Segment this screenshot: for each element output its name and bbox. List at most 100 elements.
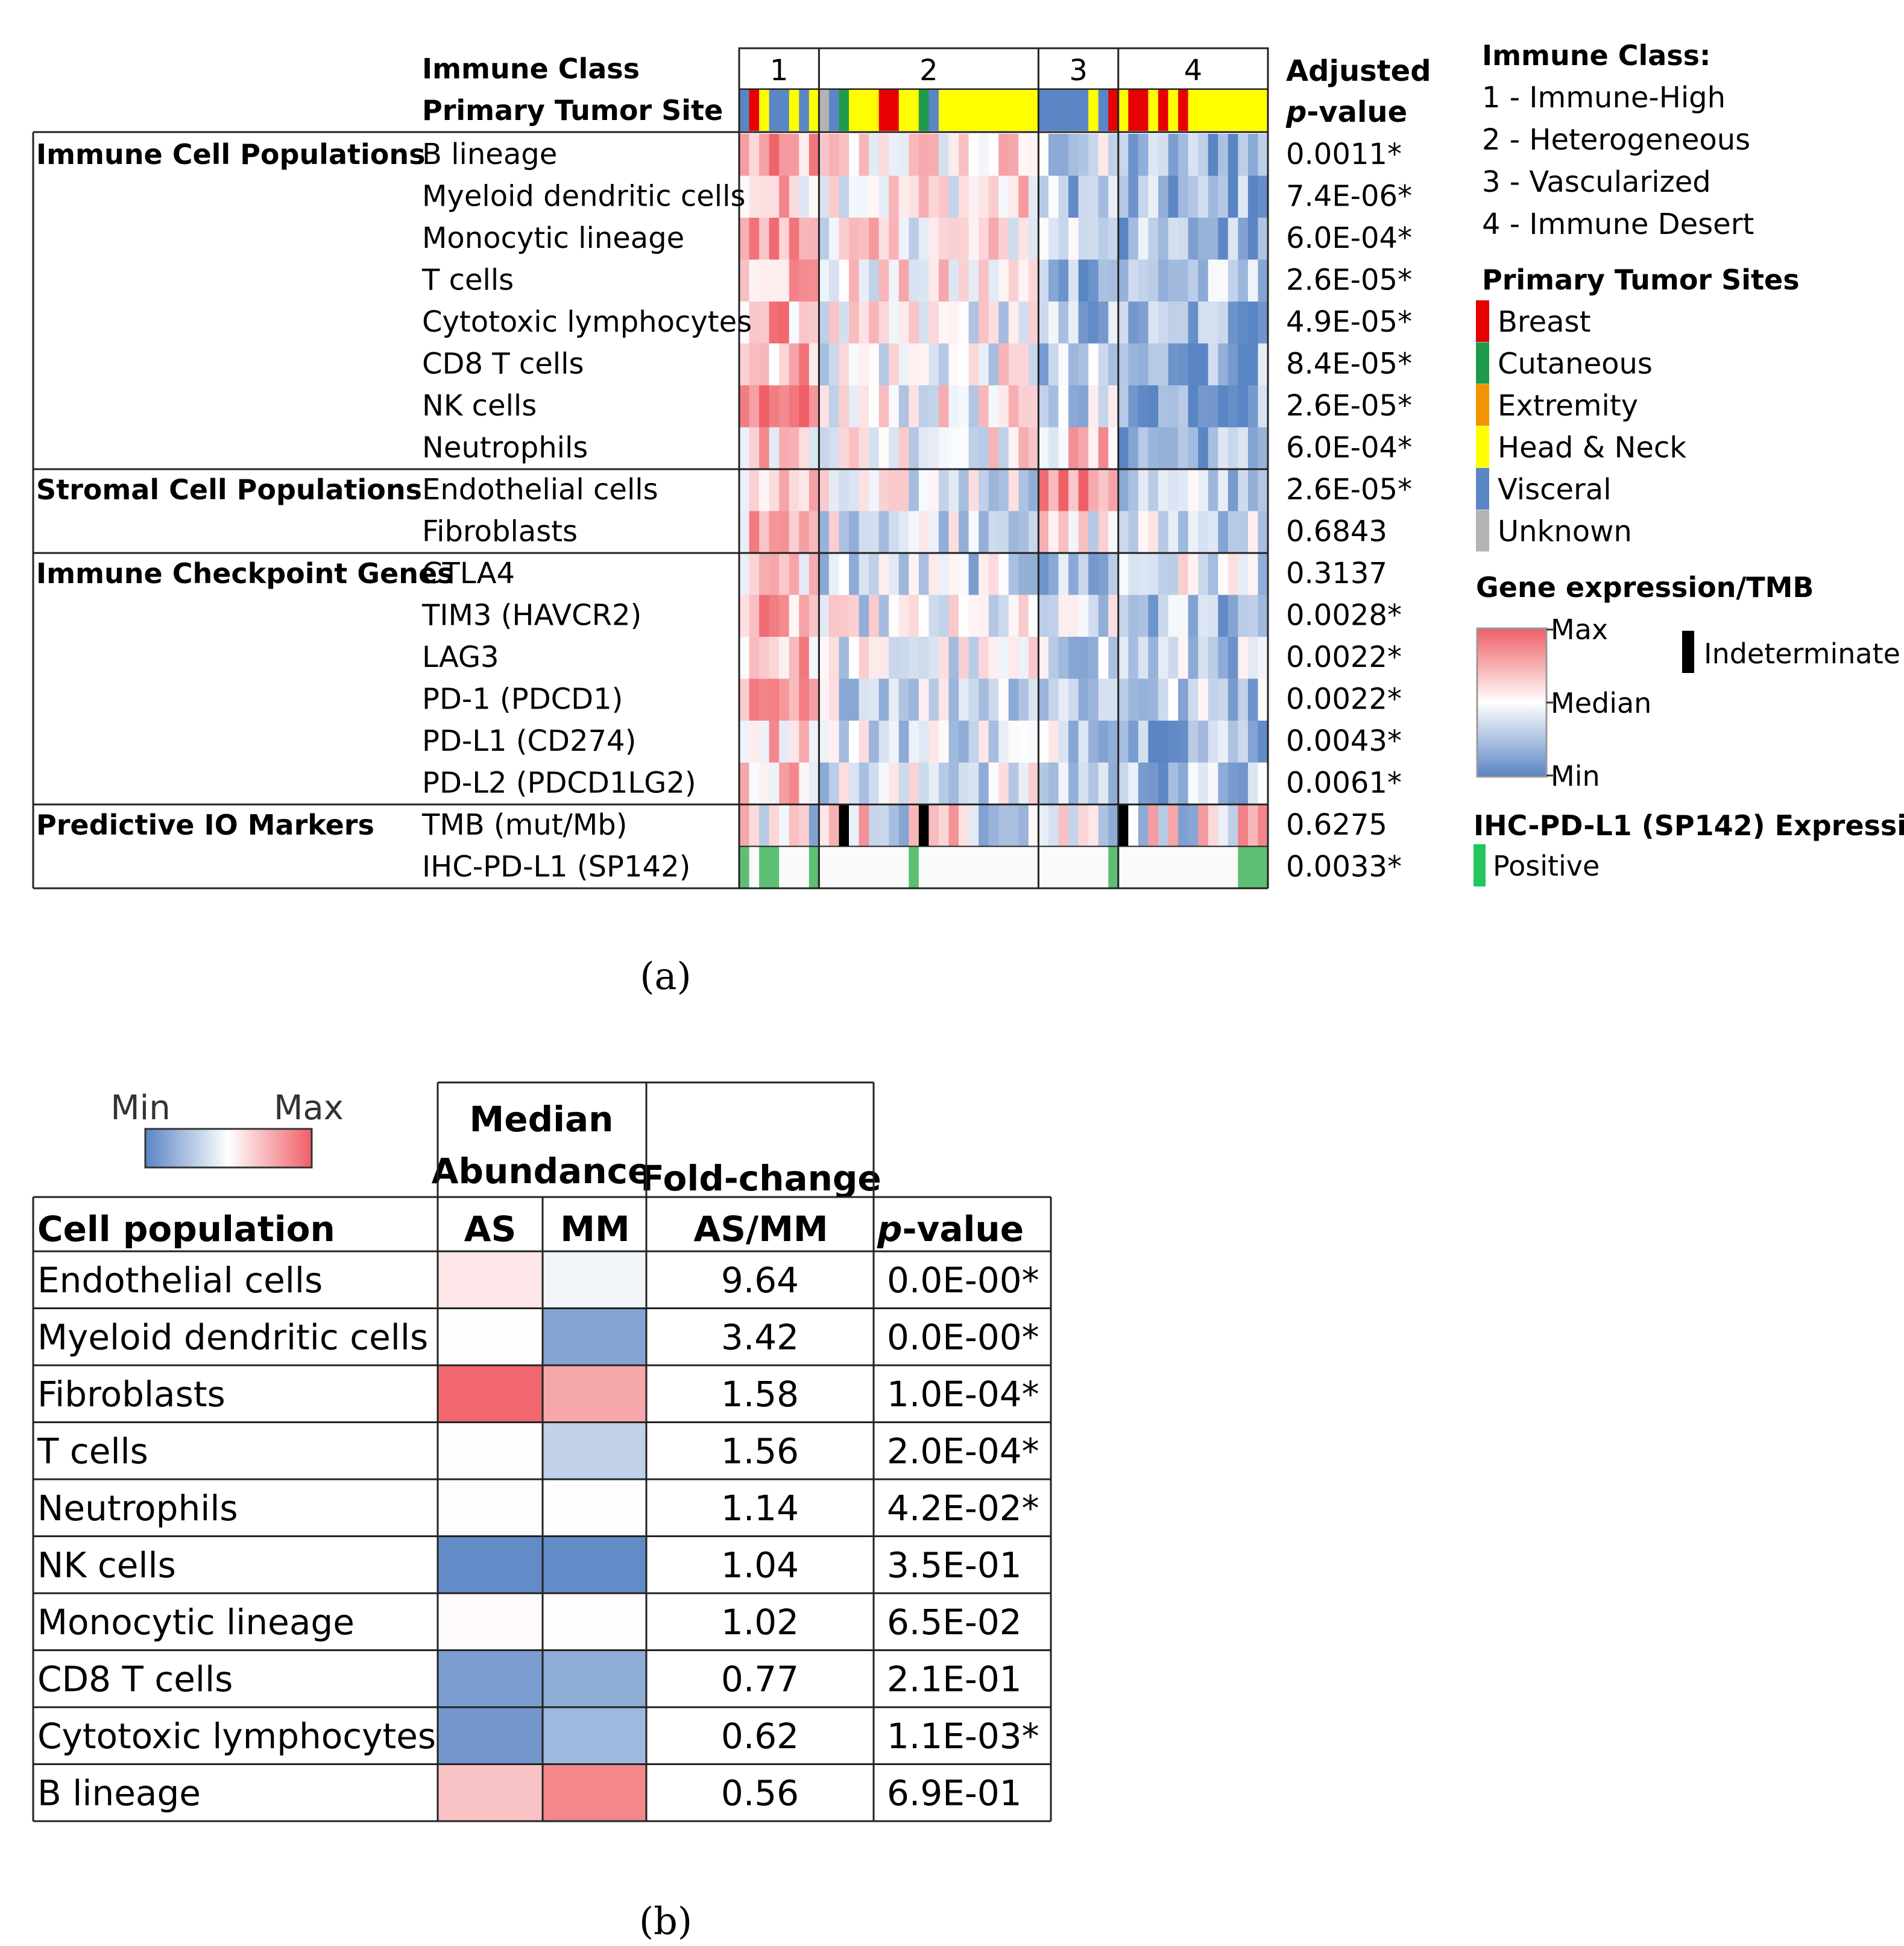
- tmb-cell: [1128, 804, 1139, 847]
- ihc-cell: [948, 846, 959, 889]
- heatmap-cell: [1128, 134, 1139, 177]
- heatmap-cell: [749, 595, 760, 637]
- tmb-cell: [779, 804, 790, 847]
- site-cell: [968, 89, 979, 131]
- heatmap-cell: [1088, 302, 1099, 344]
- heatmap-cell: [839, 678, 850, 721]
- heatmap-cell: [1168, 385, 1179, 428]
- heatmap-cell: [1198, 175, 1209, 218]
- heatmap-cell: [898, 678, 909, 721]
- heatmap-cell: [1068, 175, 1079, 218]
- heatmap-cell: [819, 511, 830, 554]
- heatmap-cell: [1028, 637, 1039, 680]
- heatmap-cell: [988, 259, 999, 302]
- legend-site-items: Breast Cutaneous Extremity Head & Neck Visce…: [1476, 300, 1686, 552]
- heatmap-cell: [1148, 678, 1159, 721]
- heatmap-cell: [779, 218, 790, 261]
- heatmap-cell: [1048, 134, 1059, 177]
- site-cell: [1088, 89, 1099, 131]
- heatmap-cell: [849, 175, 860, 218]
- heatmap-cell: [1178, 511, 1189, 554]
- legend-site-swatch: [1476, 426, 1489, 468]
- heatmap-cell: [948, 721, 959, 763]
- heatmap-cell: [938, 595, 950, 637]
- tmb-cell: [1198, 804, 1209, 847]
- heatmap-cell: [1078, 553, 1089, 596]
- as-abundance-cell: [438, 1593, 543, 1651]
- heatmap-cell: [1108, 595, 1119, 637]
- row-pvalue: 4.9E-05*: [1286, 305, 1412, 339]
- row-pvalue: 2.6E-05*: [1286, 264, 1412, 297]
- row-label: T cells: [421, 264, 514, 297]
- heatmap-cell: [889, 721, 900, 763]
- heatmap-cell: [988, 678, 999, 721]
- heatmap-cell: [1148, 469, 1159, 512]
- heatmap-cell: [769, 134, 780, 177]
- heatmap-cell: [1138, 678, 1149, 721]
- tmb-cell: [739, 804, 750, 847]
- heatmap-cell: [1148, 343, 1159, 386]
- heatmap-cell: [739, 637, 750, 680]
- heatmap-cell: [1088, 343, 1099, 386]
- heatmap-cell: [819, 678, 830, 721]
- tumor-site-strip: [739, 89, 1269, 131]
- heatmap-cell: [789, 678, 799, 721]
- heatmap-cell: [759, 595, 770, 637]
- heatmap-cell: [1138, 511, 1149, 554]
- heatmap-cell: [1028, 762, 1039, 805]
- heatmap-cell: [749, 511, 760, 554]
- heatmap-cell: [1228, 385, 1238, 428]
- site-cell: [1058, 89, 1069, 131]
- heatmap-cell: [1038, 762, 1049, 805]
- heatmap-cell: [959, 678, 969, 721]
- heatmap-cell: [799, 678, 810, 721]
- as-abundance-cell: [438, 1650, 543, 1707]
- heatmap-cell: [789, 302, 799, 344]
- heatmap-cell: [859, 511, 869, 554]
- heatmap-cell: [859, 427, 869, 470]
- ihc-cell: [799, 846, 810, 889]
- heatmap-cell: [1208, 678, 1218, 721]
- heatmap-cell: [1068, 469, 1079, 512]
- heatmap-cell: [1018, 218, 1029, 261]
- heatmap-cell: [988, 385, 999, 428]
- mm-abundance-cell: [543, 1365, 646, 1423]
- heatmap-cell: [878, 637, 889, 680]
- scale-max-label: Max: [274, 1088, 344, 1128]
- p-value: 6.5E-02: [887, 1602, 1022, 1643]
- heatmap-cell: [1118, 259, 1129, 302]
- header-fold-line1: Fold-change: [640, 1158, 881, 1199]
- heatmap-cell: [809, 302, 819, 344]
- heatmap-cell: [878, 385, 889, 428]
- row-label: TIM3 (HAVCR2): [421, 599, 641, 633]
- heatmap-cell: [1108, 553, 1119, 596]
- heatmap-cell: [1078, 385, 1089, 428]
- heatmap-cell: [948, 678, 959, 721]
- heatmap-cell: [959, 553, 969, 596]
- heatmap-cell: [938, 427, 950, 470]
- heatmap-cell: [1088, 385, 1099, 428]
- heatmap-cell: [1008, 427, 1019, 470]
- heatmap-cell: [859, 343, 869, 386]
- heatmap-cell: [1058, 511, 1069, 554]
- heatmap-cell: [959, 385, 969, 428]
- heatmap-cell: [1048, 595, 1059, 637]
- heatmap-cell: [799, 302, 810, 344]
- ihc-cell: [1008, 846, 1019, 889]
- heatmap-cell: [1258, 469, 1269, 512]
- tmb-cell: [968, 804, 979, 847]
- row-pvalue: 0.3137: [1286, 557, 1387, 590]
- legend-ihc-positive-label: Positive: [1493, 850, 1600, 882]
- site-cell: [1098, 89, 1109, 131]
- ihc-cell: [1098, 846, 1109, 889]
- pvalue-header-p: p: [1285, 95, 1307, 129]
- heatmap-cell: [749, 678, 760, 721]
- tmb-cell: [1038, 804, 1049, 847]
- heatmap-cell: [1068, 385, 1079, 428]
- ihc-cell: [1018, 846, 1029, 889]
- ihc-cell: [779, 846, 790, 889]
- heatmap-cell: [1078, 302, 1089, 344]
- heatmap-cell: [1038, 218, 1049, 261]
- heatmap-cell: [1258, 762, 1269, 805]
- heatmap-cell: [988, 721, 999, 763]
